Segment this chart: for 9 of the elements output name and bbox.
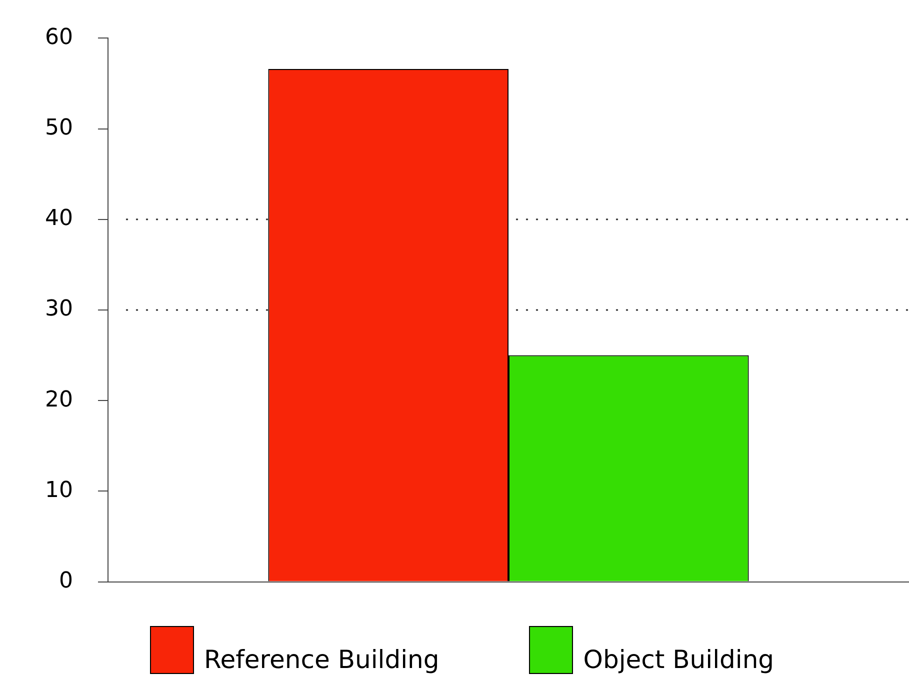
y-tick-label: 20 bbox=[44, 387, 73, 412]
y-tick-label: 40 bbox=[44, 206, 73, 232]
y-tick-label: 10 bbox=[44, 478, 73, 503]
legend-label: Reference Building bbox=[204, 645, 440, 674]
legend-label: Object Building bbox=[583, 645, 774, 674]
y-tick-label: 50 bbox=[44, 116, 73, 141]
y-tick-label: 30 bbox=[44, 296, 73, 322]
y-tick-label: 60 bbox=[44, 24, 73, 50]
y-tick-label: 0 bbox=[58, 568, 73, 594]
